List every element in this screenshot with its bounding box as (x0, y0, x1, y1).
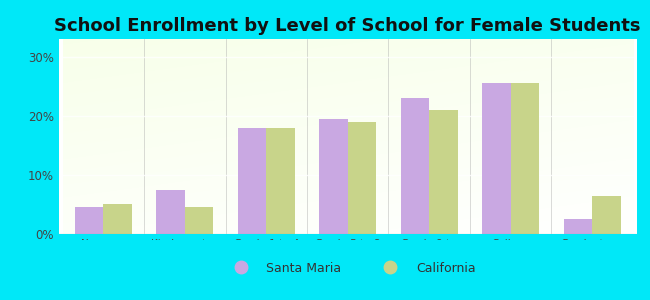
Bar (103, 205, 132, 234)
Bar (348, 122, 376, 234)
Bar (511, 83, 540, 234)
Bar (429, 110, 458, 234)
Bar (564, 219, 592, 234)
Bar (400, 98, 429, 234)
Bar (185, 207, 213, 234)
Bar (482, 83, 511, 234)
Text: Santa Maria: Santa Maria (266, 262, 342, 275)
Bar (266, 128, 295, 234)
Bar (238, 128, 266, 234)
Bar (75, 207, 103, 234)
Text: California: California (416, 262, 476, 275)
Bar (592, 196, 621, 234)
Bar (156, 190, 185, 234)
Bar (319, 119, 348, 234)
Title: School Enrollment by Level of School for Female Students: School Enrollment by Level of School for… (55, 17, 641, 35)
